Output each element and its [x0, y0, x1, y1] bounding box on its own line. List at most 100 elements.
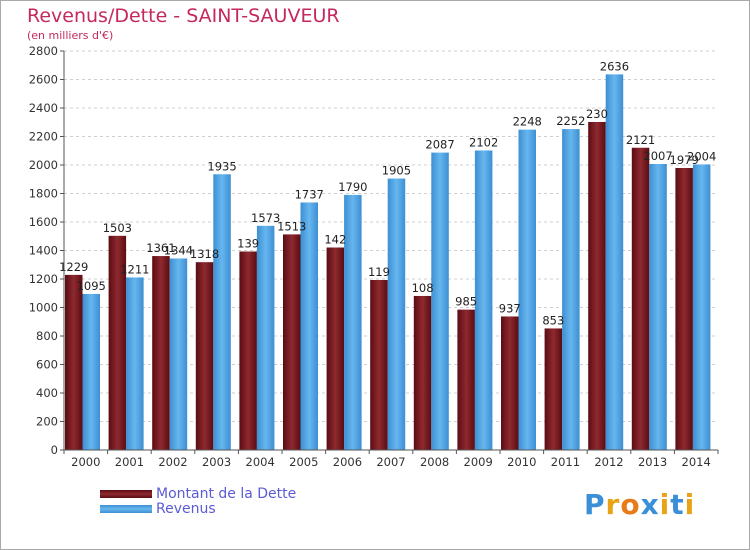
y-tick-label: 1400 [29, 244, 58, 258]
y-tick-label: 200 [36, 415, 58, 429]
y-tick-label: 2800 [29, 44, 58, 58]
legend-label-dette: Montant de la Dette [156, 486, 296, 502]
y-tick-label: 1000 [29, 301, 58, 315]
bar-dette-2012 [588, 122, 606, 450]
x-tick-label: 2009 [464, 455, 493, 469]
y-tick-label: 2400 [29, 101, 58, 115]
data-label-revenus-2010: 2248 [513, 115, 542, 129]
bar-revenus-2003 [213, 174, 231, 450]
bar-revenus-2006 [344, 195, 362, 450]
data-label-dette-2013: 2121 [626, 133, 655, 147]
data-label-revenus-2002: 1344 [164, 243, 193, 257]
x-tick-label: 2014 [682, 455, 711, 469]
x-tick-label: 2012 [594, 455, 623, 469]
x-tick-label: 2003 [202, 455, 231, 469]
logo-letter: o [620, 488, 640, 521]
legend-label-revenus: Revenus [156, 501, 216, 517]
data-label-revenus-2007: 1905 [382, 164, 411, 178]
y-tick-label: 2600 [29, 73, 58, 87]
bar-revenus-2007 [388, 179, 406, 450]
x-tick-label: 2011 [551, 455, 580, 469]
data-label-dette-2005: 1513 [277, 219, 306, 233]
legend-item-dette: Montant de la Dette [100, 487, 296, 501]
bar-revenus-2000 [83, 294, 101, 450]
bar-revenus-2008 [431, 153, 449, 450]
bar-revenus-2010 [519, 130, 537, 450]
x-tick-label: 2001 [115, 455, 144, 469]
bar-dette-2008 [414, 296, 432, 450]
x-tick-label: 2002 [158, 455, 187, 469]
bar-dette-2013 [632, 148, 650, 450]
x-tick-label: 2000 [71, 455, 100, 469]
bar-revenus-2012 [606, 74, 624, 450]
data-label-dette-2003: 1318 [190, 247, 219, 261]
y-tick-label: 1600 [29, 215, 58, 229]
data-label-dette-2009: 985 [455, 295, 477, 309]
y-tick-label: 1200 [29, 272, 58, 286]
bar-revenus-2001 [126, 277, 144, 450]
bar-dette-2004 [239, 251, 257, 450]
bar-revenus-2005 [301, 202, 319, 450]
bar-dette-2011 [545, 328, 563, 450]
bar-chart: 0 200 400 600 800 1000 1200 1400 1600 1800 2000 220… [0, 0, 750, 550]
logo-letter: P [584, 488, 606, 521]
data-label-revenus-2003: 1935 [207, 159, 236, 173]
proxiti-logo[interactable]: Proxiti [584, 488, 695, 521]
bar-dette-2010 [501, 316, 519, 450]
data-label-revenus-2013: 2007 [643, 149, 672, 163]
legend-swatch-revenus [100, 505, 152, 513]
data-label-dette-2006: 142 [324, 233, 346, 247]
bar-dette-2007 [370, 280, 388, 450]
data-label-dette-2011: 853 [542, 313, 564, 327]
y-tick-label: 1800 [29, 187, 58, 201]
x-tick-label: 2004 [246, 455, 275, 469]
logo-letter: t [670, 488, 684, 521]
data-label-dette-2001: 1503 [103, 221, 132, 235]
x-tick-label: 2005 [289, 455, 318, 469]
logo-letter: r [606, 488, 621, 521]
data-label-revenus-2001: 1211 [120, 262, 149, 276]
bar-revenus-2011 [562, 129, 580, 450]
x-tick-label: 2008 [420, 455, 449, 469]
bar-dette-2005 [283, 234, 301, 450]
y-tick-label: 600 [36, 358, 58, 372]
logo-letter: i [660, 488, 671, 521]
data-label-revenus-2006: 1790 [338, 180, 367, 194]
data-label-revenus-2005: 1737 [295, 187, 324, 201]
data-label-dette-2010: 937 [499, 301, 521, 315]
data-label-revenus-2012: 2636 [600, 59, 629, 73]
data-label-dette-2012: 230 [586, 107, 608, 121]
data-label-dette-2004: 139 [237, 236, 259, 250]
bar-dette-2009 [457, 310, 475, 450]
bar-dette-2000 [65, 275, 83, 450]
y-tick-label: 0 [51, 443, 58, 457]
logo-letter: i [685, 488, 696, 521]
data-label-revenus-2009: 2102 [469, 135, 498, 149]
legend-swatch-dette [100, 490, 152, 498]
legend-item-revenus: Revenus [100, 502, 216, 516]
data-label-dette-2008: 108 [412, 281, 434, 295]
bar-dette-2002 [152, 256, 170, 450]
bar-dette-2014 [675, 168, 693, 450]
x-tick-label: 2010 [507, 455, 536, 469]
logo-letter: x [641, 488, 660, 521]
y-tick-label: 2200 [29, 130, 58, 144]
bar-revenus-2014 [693, 164, 711, 450]
x-tick-label: 2006 [333, 455, 362, 469]
bar-dette-2003 [196, 262, 214, 450]
x-tick-label: 2013 [638, 455, 667, 469]
bar-revenus-2004 [257, 226, 275, 450]
data-label-revenus-2011: 2252 [556, 114, 585, 128]
bar-revenus-2013 [649, 164, 667, 450]
data-label-revenus-2004: 1573 [251, 211, 280, 225]
data-label-revenus-2014: 2004 [687, 149, 716, 163]
bar-revenus-2002 [170, 258, 188, 450]
bar-dette-2006 [327, 248, 345, 450]
data-label-revenus-2008: 2087 [425, 138, 454, 152]
data-label-dette-2007: 119 [368, 265, 390, 279]
bar-revenus-2009 [475, 150, 493, 450]
y-tick-label: 400 [36, 386, 58, 400]
x-tick-label: 2007 [376, 455, 405, 469]
y-tick-label: 800 [36, 329, 58, 343]
y-tick-label: 2000 [29, 158, 58, 172]
